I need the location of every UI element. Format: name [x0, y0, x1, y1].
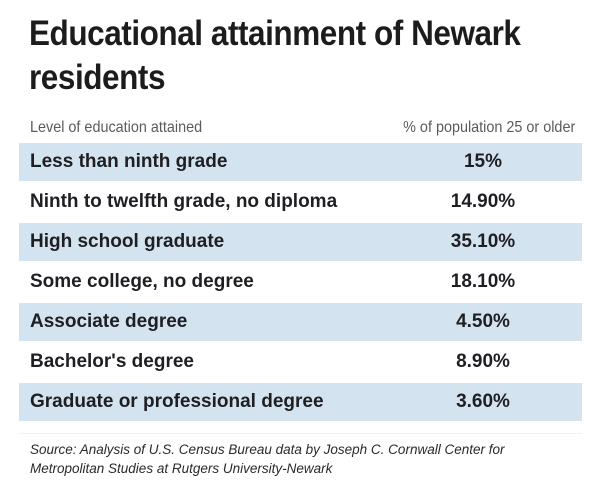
row-value: 35.10%	[450, 231, 516, 252]
row-label: Less than ninth grade	[30, 151, 228, 172]
row-value: 15%	[463, 151, 503, 172]
attainment-table: Less than ninth grade 15% Ninth to twelf…	[19, 142, 582, 422]
table-row: Some college, no degree 18.10%	[19, 262, 582, 302]
column-header-education-level: Level of education attained	[30, 119, 203, 136]
row-value: 14.90%	[450, 191, 516, 212]
row-label: Graduate or professional degree	[30, 391, 324, 412]
source-attribution: Source: Analysis of U.S. Census Bureau d…	[30, 442, 505, 476]
table-row: High school graduate 35.10%	[19, 222, 582, 262]
row-label: Some college, no degree	[30, 271, 254, 292]
row-value: 8.90%	[456, 351, 510, 372]
table-row: Less than ninth grade 15%	[19, 142, 582, 182]
table-row: Graduate or professional degree 3.60%	[19, 382, 582, 422]
table-row: Associate degree 4.50%	[19, 302, 582, 342]
row-value: 18.10%	[450, 271, 516, 292]
row-value: 3.60%	[456, 391, 510, 412]
row-label: Bachelor's degree	[30, 351, 194, 372]
chart-title: Educational attainment of Newark residen…	[29, 14, 521, 97]
table-row: Ninth to twelfth grade, no diploma 14.90…	[19, 182, 582, 222]
row-label: Ninth to twelfth grade, no diploma	[30, 191, 338, 212]
row-label: High school graduate	[30, 231, 225, 252]
column-header-percent-population: % of population 25 or older	[402, 119, 575, 136]
row-value: 4.50%	[456, 311, 510, 332]
row-label: Associate degree	[30, 311, 188, 332]
table-bottom-divider	[19, 433, 582, 434]
table-row: Bachelor's degree 8.90%	[19, 342, 582, 382]
